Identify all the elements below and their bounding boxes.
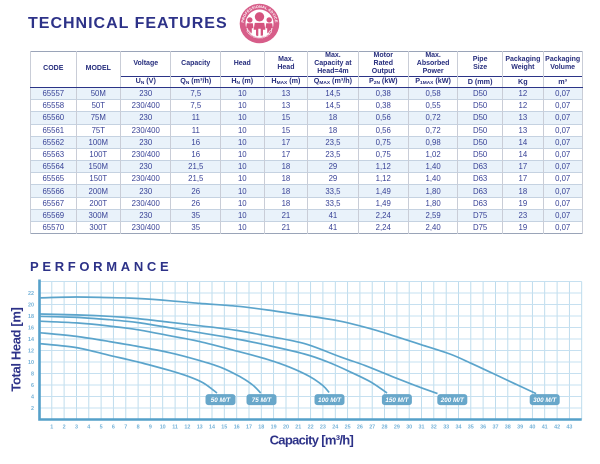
svg-text:20: 20 bbox=[28, 302, 34, 308]
svg-text:16: 16 bbox=[28, 325, 34, 331]
svg-text:32: 32 bbox=[431, 425, 437, 431]
svg-text:300 M/T: 300 M/T bbox=[533, 397, 557, 404]
svg-text:22: 22 bbox=[28, 291, 34, 297]
svg-text:100 M/T: 100 M/T bbox=[318, 397, 342, 404]
svg-text:27: 27 bbox=[369, 425, 375, 431]
svg-text:38: 38 bbox=[505, 425, 511, 431]
svg-text:14: 14 bbox=[28, 337, 34, 343]
svg-text:18: 18 bbox=[28, 314, 34, 320]
svg-text:14: 14 bbox=[209, 425, 215, 431]
svg-text:75 M/T: 75 M/T bbox=[252, 397, 273, 404]
svg-text:24: 24 bbox=[332, 425, 338, 431]
svg-text:19: 19 bbox=[271, 425, 277, 431]
svg-text:15: 15 bbox=[221, 425, 227, 431]
svg-text:29: 29 bbox=[394, 425, 400, 431]
svg-text:50 M/T: 50 M/T bbox=[211, 397, 232, 404]
svg-text:9: 9 bbox=[149, 425, 152, 431]
svg-text:8: 8 bbox=[137, 425, 140, 431]
svg-text:8: 8 bbox=[31, 371, 34, 377]
svg-text:26: 26 bbox=[357, 425, 363, 431]
svg-text:39: 39 bbox=[517, 425, 523, 431]
svg-text:10: 10 bbox=[160, 425, 166, 431]
svg-text:17: 17 bbox=[246, 425, 252, 431]
svg-text:42: 42 bbox=[554, 425, 560, 431]
svg-text:1: 1 bbox=[50, 425, 53, 431]
svg-text:150 M/T: 150 M/T bbox=[385, 397, 409, 404]
svg-text:37: 37 bbox=[493, 425, 499, 431]
svg-text:18: 18 bbox=[258, 425, 264, 431]
svg-text:31: 31 bbox=[419, 425, 425, 431]
svg-text:43: 43 bbox=[566, 425, 572, 431]
svg-text:30: 30 bbox=[406, 425, 412, 431]
svg-text:34: 34 bbox=[456, 425, 462, 431]
svg-text:16: 16 bbox=[234, 425, 240, 431]
svg-text:4: 4 bbox=[31, 394, 34, 400]
svg-text:Total Head [m]: Total Head [m] bbox=[8, 307, 23, 391]
svg-text:36: 36 bbox=[480, 425, 486, 431]
svg-text:33: 33 bbox=[443, 425, 449, 431]
svg-text:6: 6 bbox=[31, 383, 34, 389]
svg-text:10: 10 bbox=[28, 360, 34, 366]
svg-text:2: 2 bbox=[31, 406, 34, 412]
svg-text:6: 6 bbox=[112, 425, 115, 431]
svg-text:Capacity [m³/h]: Capacity [m³/h] bbox=[270, 433, 354, 448]
svg-text:28: 28 bbox=[382, 425, 388, 431]
svg-text:11: 11 bbox=[172, 425, 178, 431]
svg-text:12: 12 bbox=[184, 425, 190, 431]
svg-text:3: 3 bbox=[75, 425, 78, 431]
svg-text:13: 13 bbox=[197, 425, 203, 431]
svg-text:23: 23 bbox=[320, 425, 326, 431]
svg-text:200 M/T: 200 M/T bbox=[440, 397, 465, 404]
svg-text:22: 22 bbox=[308, 425, 314, 431]
svg-text:7: 7 bbox=[124, 425, 127, 431]
svg-text:21: 21 bbox=[295, 425, 301, 431]
svg-text:40: 40 bbox=[529, 425, 535, 431]
svg-text:41: 41 bbox=[542, 425, 548, 431]
svg-text:12: 12 bbox=[28, 348, 34, 354]
svg-text:20: 20 bbox=[283, 425, 289, 431]
svg-text:5: 5 bbox=[100, 425, 103, 431]
svg-text:4: 4 bbox=[87, 425, 90, 431]
svg-text:2: 2 bbox=[63, 425, 66, 431]
svg-text:25: 25 bbox=[345, 425, 351, 431]
svg-text:35: 35 bbox=[468, 425, 474, 431]
